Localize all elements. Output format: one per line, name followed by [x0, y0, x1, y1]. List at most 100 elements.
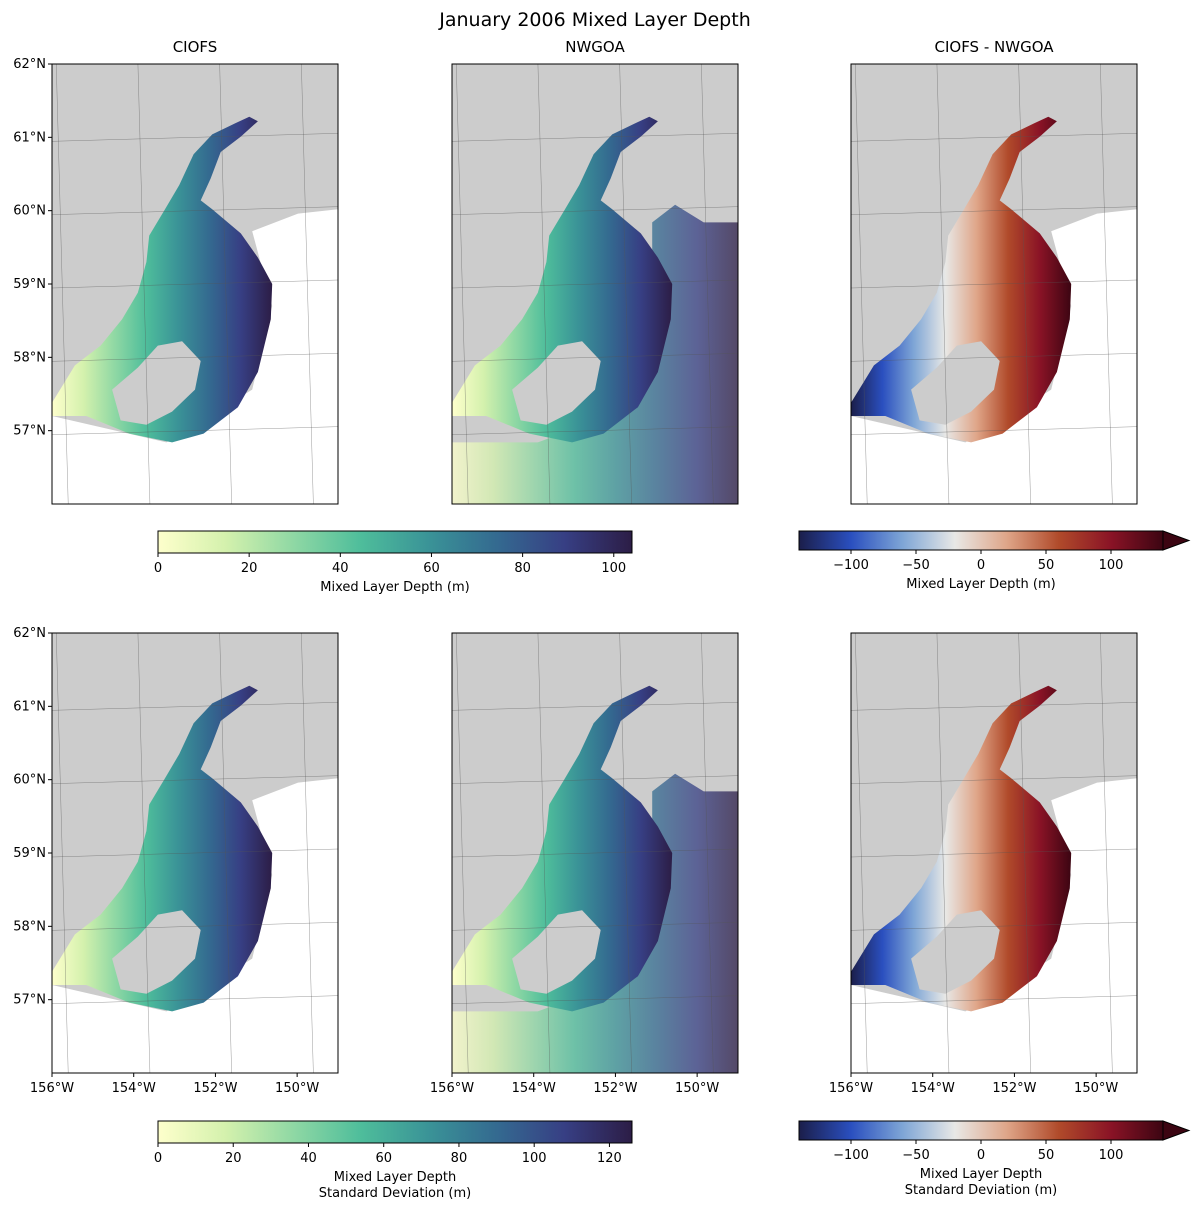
colorbar-tick-label: 80: [514, 561, 531, 576]
inlet-field: [452, 116, 673, 443]
colorbar-tick-label: −50: [902, 558, 929, 573]
parallel-line: [452, 702, 738, 711]
meridian-line: [219, 64, 232, 504]
colorbar-tick-label: 20: [241, 561, 258, 576]
map-panel-diff-mean: CIOFS - NWGOA: [850, 38, 1138, 505]
colorbar-tick-label: 20: [225, 1151, 242, 1166]
inlet-field: [851, 685, 1072, 1012]
colorbar-tick-label: 80: [451, 1151, 468, 1166]
y-tick-label: 60°N: [13, 204, 46, 219]
map-panel-nwgoa-mean: NWGOA: [451, 38, 739, 505]
colorbar-tick-label: 50: [1038, 1148, 1055, 1163]
parallel-line: [851, 848, 1137, 858]
meridian-line: [55, 64, 69, 504]
panel-title: NWGOA: [565, 38, 625, 56]
colorbar-tick-label: 50: [1038, 558, 1055, 573]
parallel-line: [851, 995, 1137, 1004]
map-panel-ciofs-mean: CIOFS 62°N 61°N 60°N 59°N 58°N 57°N: [13, 38, 339, 505]
meridian-line: [537, 64, 551, 504]
inlet-field: [52, 685, 273, 1012]
meridian-line: [1018, 633, 1031, 1073]
colorbar-gradient: [157, 530, 633, 554]
panel-frame: [451, 632, 739, 1074]
colorbar-gradient: [157, 1120, 633, 1144]
meridian-line: [936, 64, 950, 504]
meridian-line: [701, 64, 714, 504]
x-tick-label: 154°W: [512, 1081, 556, 1096]
colorbar-gradient: [798, 1120, 1164, 1141]
parallel-line: [52, 353, 338, 362]
colorbar-label: Mixed Layer Depth: [920, 1167, 1042, 1182]
meridian-line: [854, 64, 868, 504]
meridian-line: [219, 633, 232, 1073]
diff-mean-colorbar: −100 −50 0 50 100 Mixed Layer Depth (m): [798, 530, 1191, 592]
map-panel-ciofs-std: 62°N 61°N 60°N 59°N 58°N 57°N 156°W 154°W 152°W 1…: [13, 626, 339, 1096]
colorbar-tick-label: 120: [597, 1151, 622, 1166]
meridian-line: [854, 633, 868, 1073]
parallel-line: [851, 206, 1137, 215]
colorbar-label: Mixed Layer Depth (m): [906, 577, 1055, 592]
parallel-line: [452, 206, 738, 215]
meridian-line: [301, 633, 314, 1073]
colorbar-tick-label: −100: [833, 558, 869, 573]
parallel-line: [452, 353, 738, 362]
colorbar-label: Mixed Layer Depth: [334, 1170, 456, 1185]
x-tick-label: 156°W: [30, 1081, 74, 1096]
y-tick-label: 59°N: [13, 846, 46, 861]
x-tick-label: 152°W: [193, 1081, 237, 1096]
y-tick-label: 61°N: [13, 130, 46, 145]
kodiak-island: [112, 341, 201, 425]
colorbar-label: Mixed Layer Depth (m): [320, 580, 469, 595]
meridian-line: [455, 64, 469, 504]
parallel-line: [452, 775, 738, 784]
parallel-line: [52, 702, 338, 711]
colorbars: 0 20 40 60 80 100 Mixed Layer Depth (m) −100 −50…: [154, 530, 1191, 1201]
parallel-line: [52, 133, 338, 142]
panel-title: CIOFS - NWGOA: [934, 38, 1054, 56]
parallel-line: [52, 995, 338, 1004]
colorbar-tick-label: 100: [1099, 1148, 1124, 1163]
map-panels: CIOFS 62°N 61°N 60°N 59°N 58°N 57°N NWGOA CIOFS …: [13, 38, 1138, 1096]
x-tick-label: 150°W: [675, 1081, 719, 1096]
colorbar-tick-label: 0: [154, 561, 162, 576]
panel-title: CIOFS: [173, 38, 218, 56]
colorbar-tick-label: 0: [154, 1151, 162, 1166]
inlet-field: [52, 116, 273, 443]
meridian-line: [619, 633, 632, 1073]
parallel-line: [52, 206, 338, 215]
parallel-line: [851, 775, 1137, 784]
kodiak-island: [911, 910, 1000, 994]
meridian-line: [455, 633, 469, 1073]
meridian-line: [701, 633, 714, 1073]
meridian-line: [1100, 633, 1113, 1073]
y-tick-label: 57°N: [13, 424, 46, 439]
kodiak-island: [512, 341, 601, 425]
parallel-line: [452, 279, 738, 289]
inlet-field: [851, 116, 1072, 443]
meridian-line: [137, 633, 151, 1073]
colorbar-extend-arrow: [1162, 1120, 1191, 1141]
parallel-line: [52, 775, 338, 784]
parallel-line: [452, 133, 738, 142]
parallel-line: [52, 922, 338, 931]
meridian-line: [137, 64, 151, 504]
meridian-line: [301, 64, 314, 504]
parallel-line: [452, 995, 738, 1004]
parallel-line: [851, 279, 1137, 289]
parallel-line: [452, 922, 738, 931]
colorbar-tick-label: 60: [375, 1151, 392, 1166]
colorbar-label: Standard Deviation (m): [905, 1183, 1057, 1198]
colorbar-tick-label: 0: [977, 558, 985, 573]
mld-std-colorbar: 0 20 40 60 80 100 120 Mixed Layer DepthStandard…: [154, 1120, 633, 1201]
parallel-line: [52, 426, 338, 435]
meridian-line: [619, 64, 632, 504]
y-tick-label: 61°N: [13, 699, 46, 714]
meridian-line: [1018, 64, 1031, 504]
parallel-line: [851, 133, 1137, 142]
x-tick-label: 150°W: [1074, 1081, 1118, 1096]
kodiak-island: [112, 910, 201, 994]
x-tick-label: 152°W: [593, 1081, 637, 1096]
panel-frame: [850, 63, 1138, 505]
